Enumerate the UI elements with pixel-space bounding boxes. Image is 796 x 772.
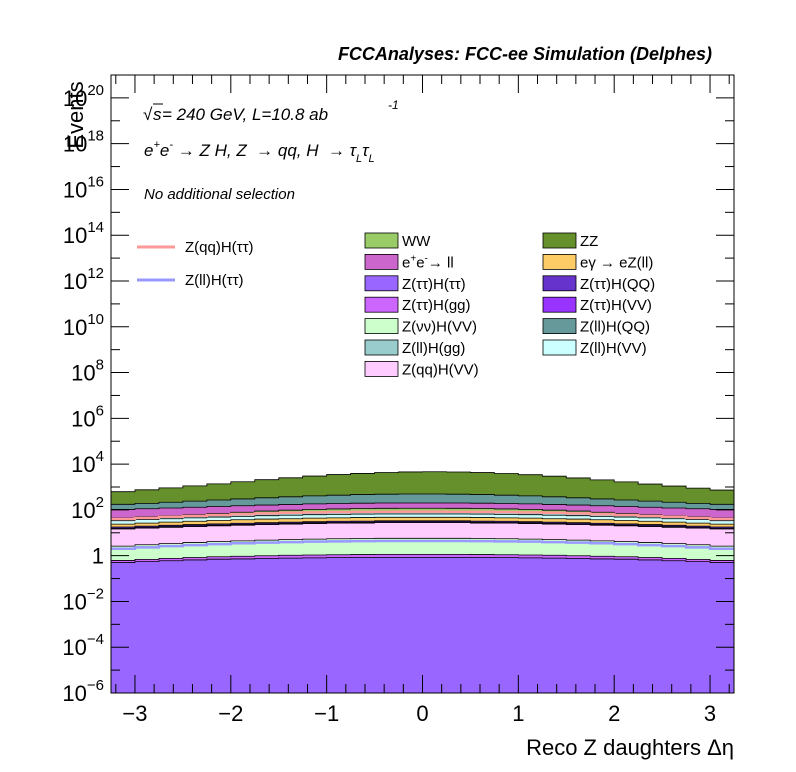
y-tick-label: 10−4 [62,631,104,660]
y-tick-label: 10−2 [62,585,104,614]
legend-label: Z(qq)H(VV) [402,361,479,378]
process-e1-sup: + [153,139,160,151]
energy-lumi-text: = 240 GeV, L=10.8 ab [162,105,328,124]
legend-entry-z-h-vv: Z(ττ)H(VV) [542,296,652,314]
legend-label: Z(qq)H(ττ) [185,239,254,256]
legend: Z(qq)H(ττ) Z(ll)H(ττ) WW e+e-→ ll Z(ττ)H(ττ)… [137,232,655,378]
legend-label: Z(ll)H(QQ) [580,319,650,336]
legend-swatch [542,318,577,335]
y-tick-label: 1016 [63,173,104,202]
axis-ticks [111,74,734,694]
legend-swatch [364,253,399,270]
legend-swatch [364,360,399,377]
x-tick-label: −2 [218,701,243,726]
legend-swatch [364,339,399,356]
y-axis-label: Events [63,81,88,148]
signal-line-z-qq-h [111,510,734,521]
chart-title: FCCAnalyses: FCC-ee Simulation (Delphes) [338,44,712,64]
selection-annotation: No additional selection [144,186,295,203]
x-tick-label: −1 [314,701,339,726]
process-main: → Z H, Z → qq, H → τ [173,141,358,160]
legend-entry-z-ll-h-gg: Z(ll)H(gg) [364,339,465,357]
legend-swatch [364,318,399,335]
stack-z-h [110,557,735,694]
stack-layer [110,471,735,694]
legend-swatch [542,232,577,249]
legend-label: eγ → eZ(ll) [580,254,653,271]
signal-layer [111,510,734,551]
legend-entry-z-ll-h: Z(ll)H(ττ) [137,272,244,289]
legend-label: Z(ll)H(gg) [402,340,465,357]
sqrt-symbol: √ [143,105,153,124]
x-tick-labels: −3 −2 −1 0 1 2 3 [122,701,716,726]
y-tick-label: 106 [71,402,104,431]
energy-lumi-annotation: √ s = 240 GeV, L=10.8 ab -1 [143,98,399,124]
y-tick-label: 108 [71,357,104,386]
x-tick-label: 3 [704,701,716,726]
legend-entry-zz: ZZ [542,232,598,250]
legend-label: Z(ll)H(VV) [580,340,647,357]
legend-entry-z-ll-h-qq: Z(ll)H(QQ) [542,318,650,336]
y-tick-label: 1018 [63,128,104,157]
legend-entry-z-h-vv: Z(νν)H(VV) [364,318,477,336]
legend-label: e+e-→ ll [402,253,454,271]
process-annotation: e+e- → Z H, Z → qq, H → τLτL [144,139,375,165]
lumi-exponent: -1 [388,98,399,112]
x-tick-label: 2 [608,701,620,726]
legend-label: WW [402,233,431,250]
legend-swatch [542,339,577,356]
legend-label: ZZ [580,233,598,250]
x-tick-label: 1 [512,701,524,726]
legend-entry-z-ll-h-vv: Z(ll)H(VV) [542,339,647,357]
legend-label: Z(ll)H(ττ) [185,272,244,289]
legend-swatch [542,253,577,270]
process-tau1-sub: L [356,153,362,165]
process-tau2-sub: L [369,153,375,165]
y-tick-label: 1010 [63,311,104,340]
legend-entry-z-h-gg: Z(ττ)H(gg) [364,296,471,314]
y-tick-labels: 10−6 10−4 10−2 1 102 104 106 108 1010 1012 1014 101… [62,82,104,706]
y-tick-label: 1 [92,544,104,569]
legend-entry-e-ez-ll: eγ → eZ(ll) [542,253,653,271]
energy-s: s [153,105,162,124]
process-e2: e [160,141,169,160]
legend-entry-ww: WW [364,232,431,250]
legend-entry-z-qq-h-vv: Z(qq)H(VV) [364,360,479,378]
legend-label: Z(ττ)H(QQ) [580,276,655,293]
y-tick-label: 1014 [63,219,104,248]
svg-text:e+e- → Z H, Z → qq, H → τLτL: e+e- → Z H, Z → qq, H → τLτL [144,139,375,165]
legend-swatch [364,232,399,249]
legend-entry-z-qq-h: Z(qq)H(ττ) [137,239,254,256]
process-e2-sup: - [169,139,173,151]
legend-label: Z(νν)H(VV) [402,319,477,336]
y-tick-label: 1012 [63,265,104,294]
legend-swatch [364,275,399,292]
y-tick-label: 1020 [63,82,104,111]
legend-label: Z(ττ)H(ττ) [402,276,466,293]
legend-label: Z(ττ)H(VV) [580,297,652,314]
legend-swatch [542,275,577,292]
process-tau2: τ [362,141,370,160]
legend-swatch [364,296,399,313]
legend-label: Z(ττ)H(gg) [402,297,471,314]
y-tick-label: 102 [71,494,104,523]
x-tick-label: 0 [416,701,428,726]
x-tick-label: −3 [122,701,147,726]
legend-entry-z-h: Z(ττ)H(ττ) [364,275,466,293]
y-tick-label: 104 [71,448,104,477]
x-axis-label: Reco Z daughters Δη [526,735,734,760]
y-tick-label: 10−6 [62,677,104,706]
legend-swatch [542,296,577,313]
legend-entry-z-h-qq: Z(ττ)H(QQ) [542,275,655,293]
process-e1: e [144,141,153,160]
signal-line-z-ll-h [111,539,734,551]
legend-entry-e-e-ll: e+e-→ ll [364,253,454,271]
